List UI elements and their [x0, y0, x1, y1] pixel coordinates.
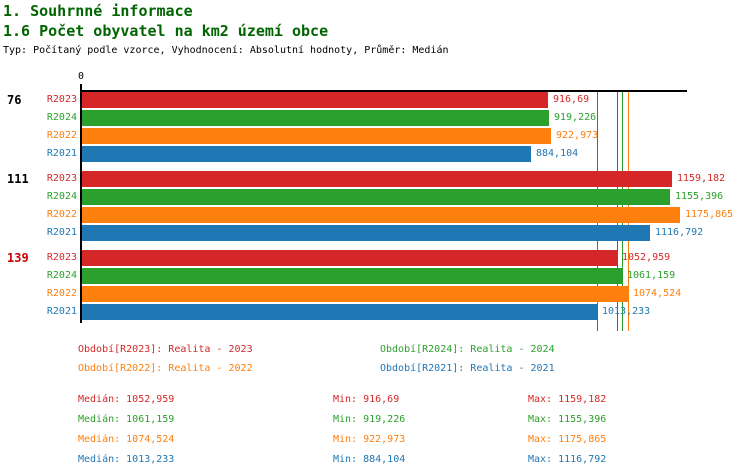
- bar-value-r2024-group-111: 1155,396: [675, 191, 724, 202]
- bar-value-r2021-group-139: 1013,233: [602, 306, 651, 317]
- chart-title: 1.6 Počet obyvatel na km2 území obce: [3, 22, 329, 40]
- stat-min-r2023: Min: 916,69: [333, 394, 400, 405]
- bar-value-r2022-group-139: 1074,524: [633, 288, 682, 299]
- stat-min-r2022: Min: 922,973: [333, 434, 406, 445]
- bar-value-r2024-group-76: 919,226: [554, 112, 597, 123]
- bar-r2021-group-111: [82, 225, 650, 241]
- group-label-139: 139: [7, 251, 29, 265]
- stat-median-r2024: Medián: 1061,159: [78, 414, 175, 425]
- stat-max-r2021: Max: 1116,792: [528, 454, 607, 465]
- bar-value-r2022-group-111: 1175,865: [685, 209, 734, 220]
- bar-value-r2024-group-139: 1061,159: [627, 270, 676, 281]
- row-label-r2022: R2022: [46, 288, 77, 299]
- legend-item-r2021: Období[R2021]: Realita - 2021: [380, 363, 555, 374]
- bar-r2022-group-111: [82, 207, 680, 223]
- bar-r2024-group-76: [82, 110, 549, 126]
- row-label-r2023: R2023: [46, 94, 77, 105]
- row-label-r2021: R2021: [46, 227, 77, 238]
- stat-max-r2023: Max: 1159,182: [528, 394, 607, 405]
- legend-item-r2024: Období[R2024]: Realita - 2024: [380, 344, 555, 355]
- bar-r2024-group-111: [82, 189, 670, 205]
- bar-value-r2023-group-76: 916,69: [553, 94, 590, 105]
- x-axis-top-line: [80, 90, 687, 92]
- stat-median-r2022: Medián: 1074,524: [78, 434, 175, 445]
- row-label-r2024: R2024: [46, 270, 77, 281]
- bar-r2023-group-139: [82, 250, 617, 266]
- row-label-r2021: R2021: [46, 148, 77, 159]
- group-label-111: 111: [7, 172, 29, 186]
- row-label-r2022: R2022: [46, 209, 77, 220]
- group-label-76: 76: [7, 93, 22, 107]
- legend-item-r2023: Období[R2023]: Realita - 2023: [78, 344, 253, 355]
- bar-r2023-group-111: [82, 171, 672, 187]
- chart-subtitle: Typ: Počítaný podle vzorce, Vyhodnocení:…: [3, 45, 449, 56]
- bar-r2021-group-139: [82, 304, 597, 320]
- row-label-r2023: R2023: [46, 173, 77, 184]
- bar-value-r2022-group-76: 922,973: [556, 130, 599, 141]
- bar-r2024-group-139: [82, 268, 622, 284]
- bar-value-r2023-group-139: 1052,959: [622, 252, 671, 263]
- stat-median-r2021: Medián: 1013,233: [78, 454, 175, 465]
- y-axis-line: [80, 84, 82, 323]
- stat-max-r2022: Max: 1175,865: [528, 434, 607, 445]
- legend-item-r2022: Období[R2022]: Realita - 2022: [78, 363, 253, 374]
- row-label-r2024: R2024: [46, 112, 77, 123]
- bar-r2022-group-139: [82, 286, 628, 302]
- bar-value-r2023-group-111: 1159,182: [677, 173, 726, 184]
- bar-r2022-group-76: [82, 128, 551, 144]
- stat-min-r2024: Min: 919,226: [333, 414, 406, 425]
- axis-origin-label: 0: [78, 71, 85, 82]
- row-label-r2021: R2021: [46, 306, 77, 317]
- bar-r2021-group-76: [82, 146, 531, 162]
- bar-value-r2021-group-76: 884,104: [536, 148, 579, 159]
- page-title: 1. Souhrnné informace: [3, 2, 193, 20]
- stat-max-r2024: Max: 1155,396: [528, 414, 607, 425]
- bar-r2023-group-76: [82, 92, 548, 108]
- row-label-r2024: R2024: [46, 191, 77, 202]
- row-label-r2022: R2022: [46, 130, 77, 141]
- row-label-r2023: R2023: [46, 252, 77, 263]
- stat-median-r2023: Medián: 1052,959: [78, 394, 175, 405]
- stat-min-r2021: Min: 884,104: [333, 454, 406, 465]
- bar-value-r2021-group-111: 1116,792: [655, 227, 704, 238]
